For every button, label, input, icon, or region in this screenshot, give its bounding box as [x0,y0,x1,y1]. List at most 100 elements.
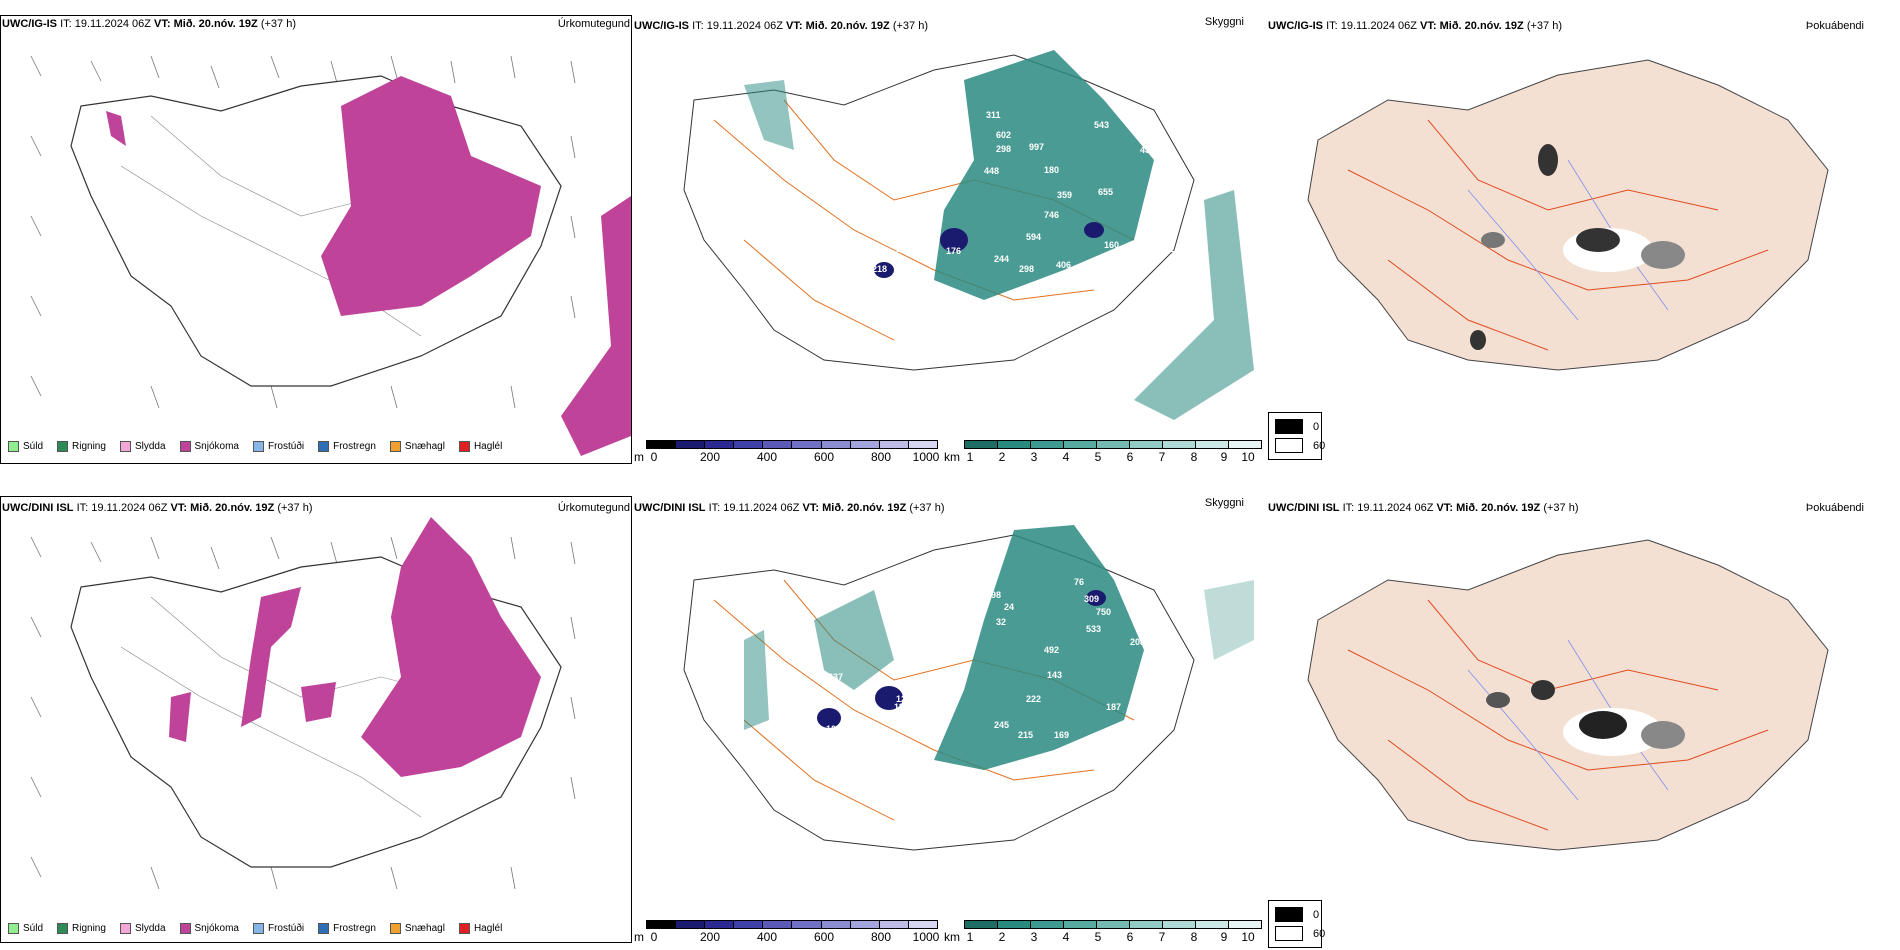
precip-map-svg-1 [30,55,631,456]
snow-area [361,517,541,777]
value-label: 96 [1164,204,1174,214]
iceland-outline [1307,59,1829,371]
legend-item: Snjókoma [179,441,239,452]
row-1: UWC/IG-IS IT: 19.11.2024 06Z VT: Mið. 20… [0,0,1900,470]
value-label: 180 [1044,165,1059,175]
iceland-outline [1307,539,1829,851]
legend-item: Snæhagl [389,923,445,934]
value-label: 637 [828,672,843,682]
cloud-header-2: UWC/DINI ISL IT: 19.11.2024 06Z VT: Mið.… [634,502,945,514]
cloud-map-2: 498 24 32 309 76 750 533 35 208 492 143 … [634,520,1264,915]
precip-legend-1: Súld Rigning Slydda Snjókoma Frostúði Fr… [8,441,502,452]
fog-map-2 [1268,520,1888,915]
wind-barbs [30,536,576,890]
value-label: 32 [996,617,1006,627]
ceiling-colorbar-2: m 0 200 400 600 800 1000 [634,920,940,946]
legend-item: Rigning [57,923,106,934]
legend-item: Snæhagl [389,441,445,452]
legend-item: Frostúði [252,923,304,934]
legend-item: Rigning [57,441,106,452]
value-label: 76 [1074,577,1084,587]
value-label: 115 [894,702,909,712]
legend-item: Frostregn [318,441,376,452]
value-label: 594 [1026,232,1041,242]
row-2: UWC/DINI ISL IT: 19.11.2024 06Z VT: Mið.… [0,480,1900,950]
value-label: 176 [946,246,961,256]
precip-map-1 [0,15,632,464]
value-label: 101 [826,724,841,734]
value-label: 448 [984,166,999,176]
value-label: 16 [896,244,906,254]
fog-legend-1: 0 60 [1268,412,1325,460]
cloud-header-1: UWC/IG-IS IT: 19.11.2024 06Z VT: Mið. 20… [634,20,928,32]
value-label: 12 [896,694,906,704]
fog-title-1: Þokuábendi [1805,20,1864,32]
precip-title-1: Úrkomutegund [557,18,630,30]
cloud-title-2: Skyggni [1204,497,1244,509]
value-label: 222 [1026,694,1041,704]
value-label: 169 [1054,730,1069,740]
visibility-area [934,50,1154,300]
value-label: 43 [1140,145,1150,155]
precip-header-2: UWC/DINI ISL IT: 19.11.2024 06Z VT: Mið.… [2,502,313,514]
legend-item: Frostúði [252,441,304,452]
value-label: 218 [872,264,887,274]
value-label: 492 [1044,645,1059,655]
fog-header-2: UWC/DINI ISL IT: 19.11.2024 06Z VT: Mið.… [1268,502,1579,514]
value-label: 309 [1084,594,1099,604]
value-label: 160 [1104,240,1119,250]
precip-map-svg-2 [30,517,576,890]
value-label: 171 [1116,729,1131,739]
value-label: 498 [986,590,1001,600]
value-label: 244 [994,254,1009,264]
cloud-map-1: 311 602 298 997 543 448 180 359 655 43 7… [634,40,1264,435]
value-label: 311 [986,110,1001,120]
fog-header-1: UWC/IG-IS IT: 19.11.2024 06Z VT: Mið. 20… [1268,20,1562,32]
value-label: 35 [1144,622,1154,632]
value-label: 208 [1130,637,1145,647]
fog-map-1 [1268,40,1888,435]
cloud-title-1: Skyggni [1204,16,1244,28]
value-label: 130 [1144,220,1159,230]
fog-legend-2: 0 60 [1268,900,1325,948]
legend-item: Haglél [458,441,502,452]
value-label: 746 [1044,210,1059,220]
value-label: 172 [1112,260,1127,270]
precip-legend-2: Súld Rigning Slydda Snjókoma Frostúði Fr… [8,923,502,934]
visibility-colorbar-2: km 1 2 3 4 5 6 7 8 9 10 [944,920,1264,946]
precip-header-1: UWC/IG-IS IT: 19.11.2024 06Z VT: Mið. 20… [2,18,296,30]
fog-map-svg-2 [1307,539,1829,851]
precip-title-2: Úrkomutegund [557,502,630,514]
value-label: 215 [1018,730,1033,740]
value-label: 91 [1164,244,1174,254]
value-label: 655 [1098,187,1113,197]
value-label: 127 [1162,655,1177,665]
snow-area [321,76,541,316]
value-label: 143 [1047,670,1062,680]
value-label: 187 [1106,702,1121,712]
legend-item: Snjókoma [179,923,239,934]
cloud-map-svg-1: 311 602 298 997 543 448 180 359 655 43 7… [683,50,1254,420]
fog-map-svg-1 [1307,59,1829,371]
value-label: 533 [1086,624,1101,634]
value-label: 359 [1057,190,1072,200]
legend-item: Slydda [119,923,166,934]
value-label: 24 [1004,602,1014,612]
legend-item: Súld [8,441,43,452]
legend-item: Haglél [458,923,502,934]
value-label: 997 [1029,142,1044,152]
fog-title-2: Þokuábendi [1805,502,1864,514]
value-label: 406 [1056,260,1071,270]
precip-map-2 [0,496,632,943]
visibility-area [934,525,1144,770]
value-label: 298 [1019,264,1034,274]
value-label: 422 [1144,252,1159,262]
value-label: 128 [874,712,889,722]
value-label: 298 [996,144,1011,154]
legend-item: Frostregn [318,923,376,934]
cloud-map-svg-2: 498 24 32 309 76 750 533 35 208 492 143 … [683,525,1254,851]
legend-item: Súld [8,923,43,934]
wind-barbs [30,55,576,409]
value-label: 543 [1094,120,1109,130]
value-label: 602 [996,130,1011,140]
